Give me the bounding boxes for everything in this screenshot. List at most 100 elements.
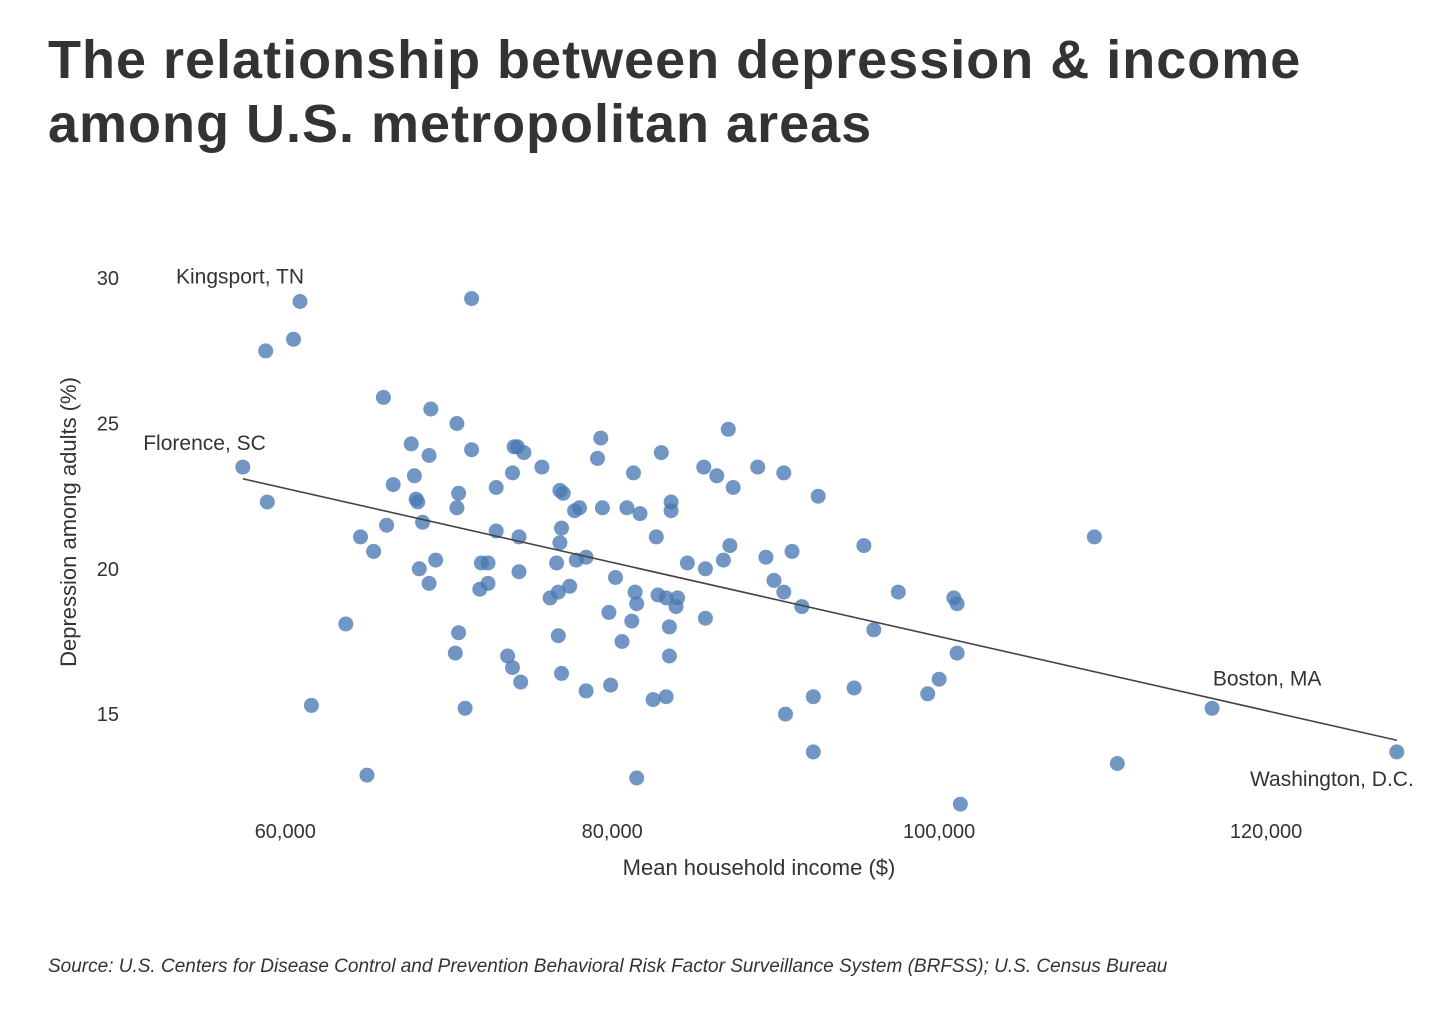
data-point [603,677,619,693]
data-point [766,572,782,588]
source-note: Source: U.S. Centers for Disease Control… [48,956,1168,977]
data-point [286,331,301,347]
data-point [550,628,566,644]
y-tick-label: 25 [97,414,119,436]
data-point [661,648,677,664]
data-point [447,645,463,661]
data-point [952,796,968,812]
tick-labels-layer: 60,000 80,000 100,000 120,000 15 20 25 30 [97,268,1302,843]
data-point [648,529,664,545]
data-point [259,494,275,510]
data-point [449,416,465,431]
data-point [629,596,645,612]
data-point [776,465,792,481]
annotations-layer: Kingsport, TN Florence, SC Boston, MA Washi… [143,265,1414,790]
data-point [303,697,319,713]
data-point [550,584,566,600]
data-point [722,538,738,554]
data-point [890,584,906,600]
data-point [697,561,713,577]
y-tick-label: 15 [97,704,119,726]
data-point [516,445,532,461]
data-point [385,477,401,493]
data-point [931,671,947,687]
data-point [866,622,882,638]
data-point [614,634,630,649]
data-point [410,494,426,510]
y-tick-label: 20 [97,559,119,581]
data-point [594,500,610,516]
data-point [359,767,375,783]
data-point [552,535,568,551]
data-point [627,584,643,600]
y-tick-label: 30 [97,268,119,290]
trendline-layer [242,477,1398,742]
point-annotation: Boston, MA [1213,667,1322,690]
data-point [776,584,792,600]
scatter-chart: 60,000 80,000 100,000 120,000 15 20 25 30 Kings… [56,265,1414,880]
data-point [500,648,516,664]
data-point [805,744,821,760]
point-annotation: Kingsport, TN [176,265,304,288]
data-point [488,480,504,495]
point-annotation: Florence, SC [143,432,266,455]
data-point [1204,700,1220,716]
data-point [480,555,496,571]
data-point [554,665,569,681]
x-axis-label: Mean household income ($) [623,855,896,880]
data-point [554,520,569,536]
data-point [778,706,793,722]
data-point [608,570,623,585]
data-point [949,645,965,661]
data-point [1109,756,1125,771]
data-point [590,450,605,466]
y-axis-label: Depression among adults (%) [56,377,81,667]
data-point [661,619,677,635]
data-point [258,343,274,359]
data-point [601,604,617,620]
data-point [658,590,674,606]
data-point [366,543,382,559]
data-point [856,538,872,554]
data-point [511,564,527,580]
x-tick-label: 60,000 [255,821,316,843]
point-annotation: Washington, D.C. [1250,768,1414,791]
data-point [715,552,731,568]
data-point [658,689,674,705]
data-point [619,500,635,516]
data-point [449,500,465,516]
data-point [578,683,594,699]
x-tick-label: 80,000 [582,821,643,843]
data-point [709,468,725,484]
data-point [375,389,391,405]
data-point [505,660,520,676]
data-point [794,599,810,615]
data-point [549,555,565,571]
data-point [235,459,251,475]
data-point [720,421,736,437]
data-point [670,590,686,606]
data-point [292,294,308,309]
data-point [758,549,774,565]
data-point [451,625,467,641]
data-point [353,529,368,545]
data-point [505,465,520,481]
data-point [629,770,645,786]
data-point [421,448,437,463]
points-layer [235,291,1405,812]
data-point [411,561,427,577]
data-point [572,500,587,516]
data-point [626,465,641,481]
data-point [423,401,439,417]
data-point [457,700,473,716]
data-point [920,686,936,702]
data-point [379,517,395,533]
data-point [679,555,695,571]
data-point [534,459,550,475]
data-point [784,543,800,559]
x-tick-label: 100,000 [903,821,975,843]
data-point [696,459,712,475]
data-point [403,436,419,452]
data-point [697,610,713,626]
data-point [338,616,354,632]
